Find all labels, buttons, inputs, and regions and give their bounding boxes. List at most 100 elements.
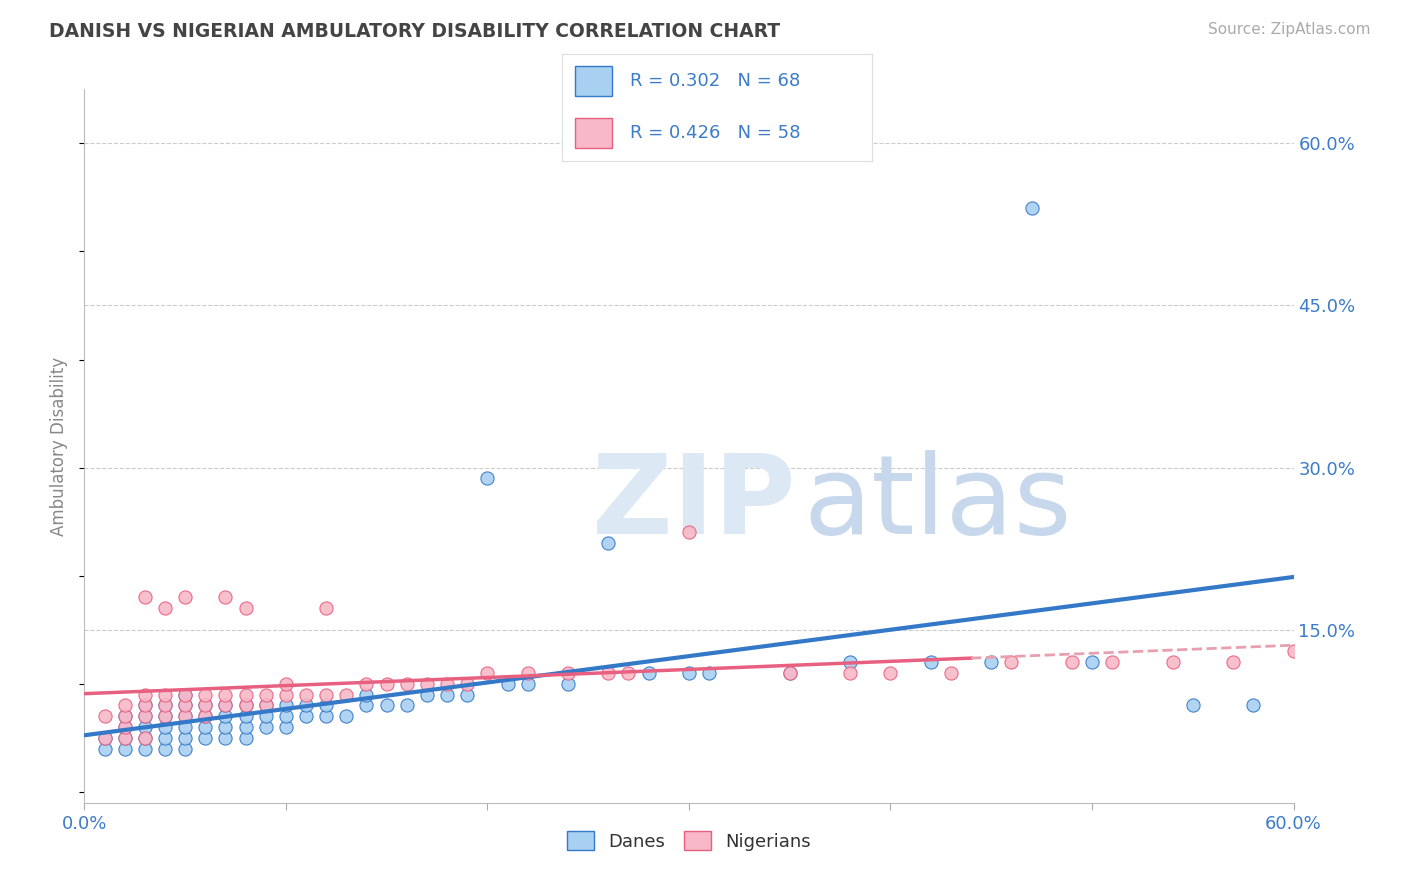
- Point: [879, 666, 901, 681]
- Point: [134, 741, 156, 756]
- Point: [114, 709, 136, 723]
- Point: [839, 666, 862, 681]
- Point: [153, 688, 176, 702]
- Point: [678, 666, 700, 681]
- Point: [315, 601, 337, 615]
- Point: [1021, 201, 1043, 215]
- Point: [134, 731, 156, 745]
- Point: [114, 698, 136, 713]
- Text: R = 0.302   N = 68: R = 0.302 N = 68: [630, 72, 800, 90]
- Point: [194, 709, 217, 723]
- FancyBboxPatch shape: [575, 66, 612, 96]
- Point: [114, 709, 136, 723]
- Text: R = 0.426   N = 58: R = 0.426 N = 58: [630, 124, 801, 142]
- Point: [114, 731, 136, 745]
- Point: [174, 698, 197, 713]
- Point: [1241, 698, 1264, 713]
- Point: [274, 688, 297, 702]
- Point: [254, 698, 277, 713]
- Point: [214, 709, 236, 723]
- Point: [214, 698, 236, 713]
- Point: [134, 709, 156, 723]
- Point: [153, 709, 176, 723]
- Point: [134, 709, 156, 723]
- Point: [356, 698, 378, 713]
- Point: [1101, 655, 1123, 669]
- Legend: Danes, Nigerians: Danes, Nigerians: [560, 824, 818, 858]
- Point: [235, 709, 257, 723]
- Point: [315, 698, 337, 713]
- Point: [174, 741, 197, 756]
- Point: [557, 677, 579, 691]
- Point: [194, 698, 217, 713]
- Point: [436, 688, 458, 702]
- Point: [153, 741, 176, 756]
- Point: [153, 731, 176, 745]
- Point: [254, 698, 277, 713]
- Point: [1181, 698, 1204, 713]
- Point: [416, 677, 439, 691]
- Point: [235, 720, 257, 734]
- Point: [1282, 644, 1305, 658]
- Point: [134, 591, 156, 605]
- Point: [214, 591, 236, 605]
- Point: [134, 720, 156, 734]
- Point: [194, 688, 217, 702]
- Point: [1060, 655, 1083, 669]
- Point: [617, 666, 640, 681]
- Point: [1161, 655, 1184, 669]
- Point: [315, 709, 337, 723]
- Point: [436, 677, 458, 691]
- Text: ZIP: ZIP: [592, 450, 796, 557]
- Point: [557, 666, 579, 681]
- Point: [194, 698, 217, 713]
- Point: [920, 655, 942, 669]
- Point: [678, 525, 700, 540]
- Point: [395, 677, 418, 691]
- Point: [274, 698, 297, 713]
- Point: [939, 666, 962, 681]
- Point: [174, 698, 197, 713]
- Point: [477, 471, 499, 485]
- Point: [214, 720, 236, 734]
- Point: [93, 731, 115, 745]
- Point: [598, 536, 620, 550]
- Point: [174, 688, 197, 702]
- Point: [153, 698, 176, 713]
- Point: [153, 720, 176, 734]
- Point: [477, 666, 499, 681]
- Point: [295, 709, 318, 723]
- Y-axis label: Ambulatory Disability: Ambulatory Disability: [51, 357, 69, 535]
- Point: [93, 741, 115, 756]
- Point: [214, 688, 236, 702]
- Point: [153, 698, 176, 713]
- Point: [356, 688, 378, 702]
- Point: [235, 731, 257, 745]
- Point: [93, 709, 115, 723]
- Point: [637, 666, 659, 681]
- Point: [134, 688, 156, 702]
- Point: [335, 688, 357, 702]
- Point: [235, 698, 257, 713]
- Point: [114, 720, 136, 734]
- FancyBboxPatch shape: [575, 118, 612, 148]
- Point: [496, 677, 519, 691]
- Point: [980, 655, 1002, 669]
- Point: [516, 666, 538, 681]
- Point: [114, 731, 136, 745]
- Point: [516, 677, 538, 691]
- Point: [1081, 655, 1104, 669]
- Point: [598, 666, 620, 681]
- Point: [174, 720, 197, 734]
- Point: [274, 677, 297, 691]
- Point: [134, 698, 156, 713]
- Point: [274, 709, 297, 723]
- Point: [254, 720, 277, 734]
- Point: [779, 666, 801, 681]
- Point: [416, 688, 439, 702]
- Point: [153, 709, 176, 723]
- Point: [174, 591, 197, 605]
- Point: [456, 688, 478, 702]
- Point: [395, 698, 418, 713]
- Point: [375, 698, 398, 713]
